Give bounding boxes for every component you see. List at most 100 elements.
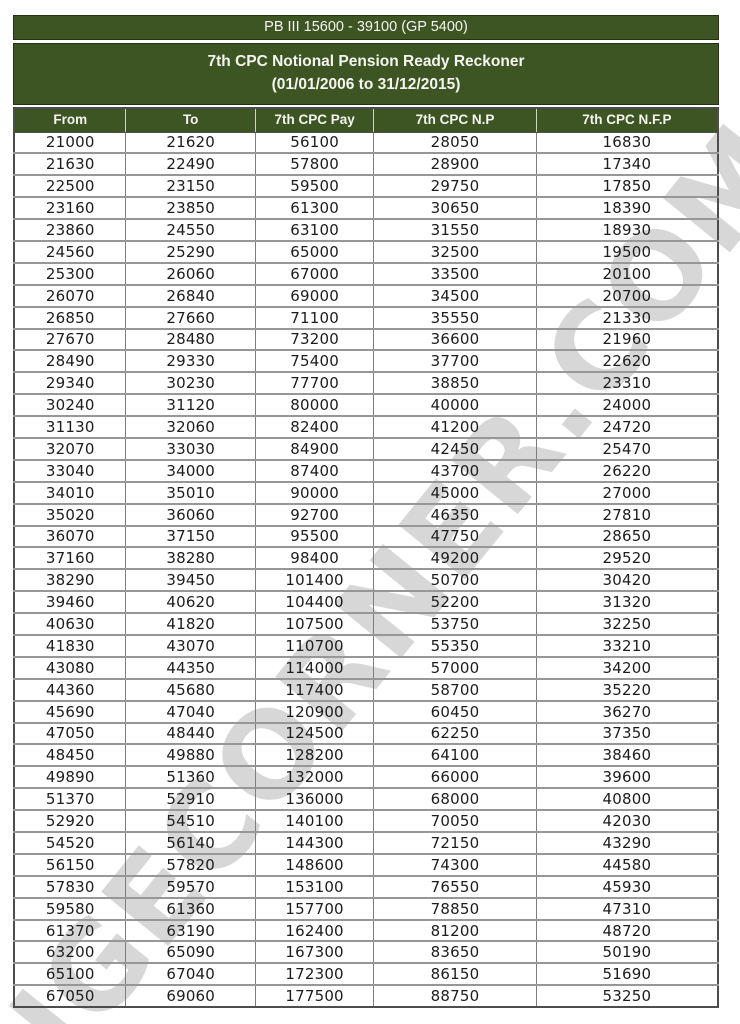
cell: 51360: [125, 765, 256, 789]
cell: 21630: [14, 152, 126, 176]
cell: 17340: [535, 152, 718, 176]
cell: 37350: [535, 721, 718, 745]
cell: 41820: [125, 612, 256, 635]
pension-table: From To 7th CPC Pay 7th CPC N.P 7th CPC …: [13, 106, 719, 1009]
cell: 34000: [125, 458, 256, 482]
cell: 28490: [14, 349, 126, 373]
cell: 21330: [535, 305, 718, 329]
table-row: 37160 38280 98400 49200 29520: [14, 546, 718, 570]
table-row: 31130 32060 82400 41200 24720: [14, 415, 718, 438]
table-row: 36070 37150 95500 47750 28650: [14, 524, 718, 548]
cell: 45690: [14, 699, 126, 723]
table-row: 38290 39450 101400 50700 30420: [14, 568, 718, 592]
table-row: 23860 24550 63100 31550 18930: [14, 218, 718, 241]
cell: 32060: [125, 415, 256, 438]
cell: 24550: [125, 218, 256, 241]
cell: 44350: [125, 655, 256, 679]
cell: 39460: [14, 590, 126, 614]
cell: 110700: [254, 633, 374, 657]
cell: 47750: [373, 524, 537, 548]
cell: 43070: [125, 633, 256, 657]
cell: 117400: [254, 677, 374, 701]
cell: 33500: [373, 261, 537, 285]
cell: 39450: [125, 568, 256, 592]
table-row: 51370 52910 136000 68000 40800: [14, 787, 718, 811]
cell: 76550: [373, 874, 537, 898]
cell: 45680: [125, 677, 256, 701]
cell: 23860: [14, 218, 126, 241]
ready-reckoner-sheet: PB III 15600 - 39100 (GP 5400) 7th CPC N…: [13, 15, 719, 1009]
table-row: 61370 63190 162400 81200 48720: [14, 918, 718, 942]
cell: 73200: [254, 327, 374, 351]
cell: 67000: [254, 261, 374, 285]
cell: 27660: [125, 305, 256, 329]
cell: 35550: [373, 305, 537, 329]
cell: 98400: [254, 546, 374, 570]
cell: 71100: [254, 305, 374, 329]
table-row: 30240 31120 80000 40000 24000: [14, 393, 718, 417]
cell: 40000: [373, 393, 537, 417]
table-row: 32070 33030 84900 42450 25470: [14, 436, 718, 460]
cell: 20700: [535, 283, 718, 307]
cell: 24720: [535, 415, 718, 438]
cell: 29750: [373, 174, 537, 198]
cell: 19500: [535, 239, 718, 263]
cell: 95500: [254, 524, 374, 548]
table-row: 28490 29330 75400 37700 22620: [14, 349, 718, 373]
cell: 61300: [254, 196, 374, 220]
cell: 124500: [254, 721, 374, 745]
cell: 59500: [254, 174, 374, 198]
cell: 120900: [254, 699, 374, 723]
cell: 35010: [125, 480, 256, 504]
cell: 26850: [14, 305, 126, 329]
table-row: 47050 48440 124500 62250 37350: [14, 721, 718, 745]
column-header-pay: 7th CPC Pay: [254, 107, 374, 133]
cell: 26220: [535, 458, 718, 482]
table-row: 48450 49880 128200 64100 38460: [14, 743, 718, 767]
table-row: 35020 36060 92700 46350 27810: [14, 502, 718, 526]
table-row: 34010 35010 90000 45000 27000: [14, 480, 718, 504]
cell: 136000: [254, 787, 374, 811]
table-row: 23160 23850 61300 30650 18390: [14, 196, 718, 220]
cell: 29330: [125, 349, 256, 373]
cell: 47310: [535, 896, 718, 920]
cell: 33040: [14, 458, 126, 482]
cell: 28650: [535, 524, 718, 548]
table-row: 26070 26840 69000 34500 20700: [14, 283, 718, 307]
table-row: 56150 57820 148600 74300 44580: [14, 852, 718, 876]
cell: 53250: [535, 984, 718, 1008]
cell: 22620: [535, 349, 718, 373]
table-header-row: From To 7th CPC Pay 7th CPC N.P 7th CPC …: [14, 107, 718, 133]
cell: 49200: [373, 546, 537, 570]
cell: 67050: [14, 984, 126, 1008]
cell: 162400: [254, 918, 374, 942]
cell: 25290: [125, 239, 256, 263]
cell: 26060: [125, 261, 256, 285]
cell: 43700: [373, 458, 537, 482]
table-row: 59580 61360 157700 78850 47310: [14, 896, 718, 920]
cell: 38290: [14, 568, 126, 592]
cell: 30230: [125, 371, 256, 395]
cell: 70050: [373, 809, 537, 832]
cell: 167300: [254, 940, 374, 964]
cell: 68000: [373, 787, 537, 811]
cell: 104400: [254, 590, 374, 614]
cell: 78850: [373, 896, 537, 920]
table-row: 41830 43070 110700 55350 33210: [14, 633, 718, 657]
cell: 23160: [14, 196, 126, 220]
cell: 42450: [373, 436, 537, 460]
cell: 81200: [373, 918, 537, 942]
column-header-to: To: [125, 107, 256, 133]
cell: 65100: [14, 962, 126, 986]
table-row: 45690 47040 120900 60450 36270: [14, 699, 718, 723]
cell: 32500: [373, 239, 537, 263]
cell: 20100: [535, 261, 718, 285]
cell: 66000: [373, 765, 537, 789]
table-row: 22500 23150 59500 29750 17850: [14, 174, 718, 198]
table-row: 57830 59570 153100 76550 45930: [14, 874, 718, 898]
table-row: 21000 21620 56100 28050 16830: [14, 132, 718, 154]
cell: 80000: [254, 393, 374, 417]
table-row: 49890 51360 132000 66000 39600: [14, 765, 718, 789]
cell: 24000: [535, 393, 718, 417]
table-row: 26850 27660 71100 35550 21330: [14, 305, 718, 329]
